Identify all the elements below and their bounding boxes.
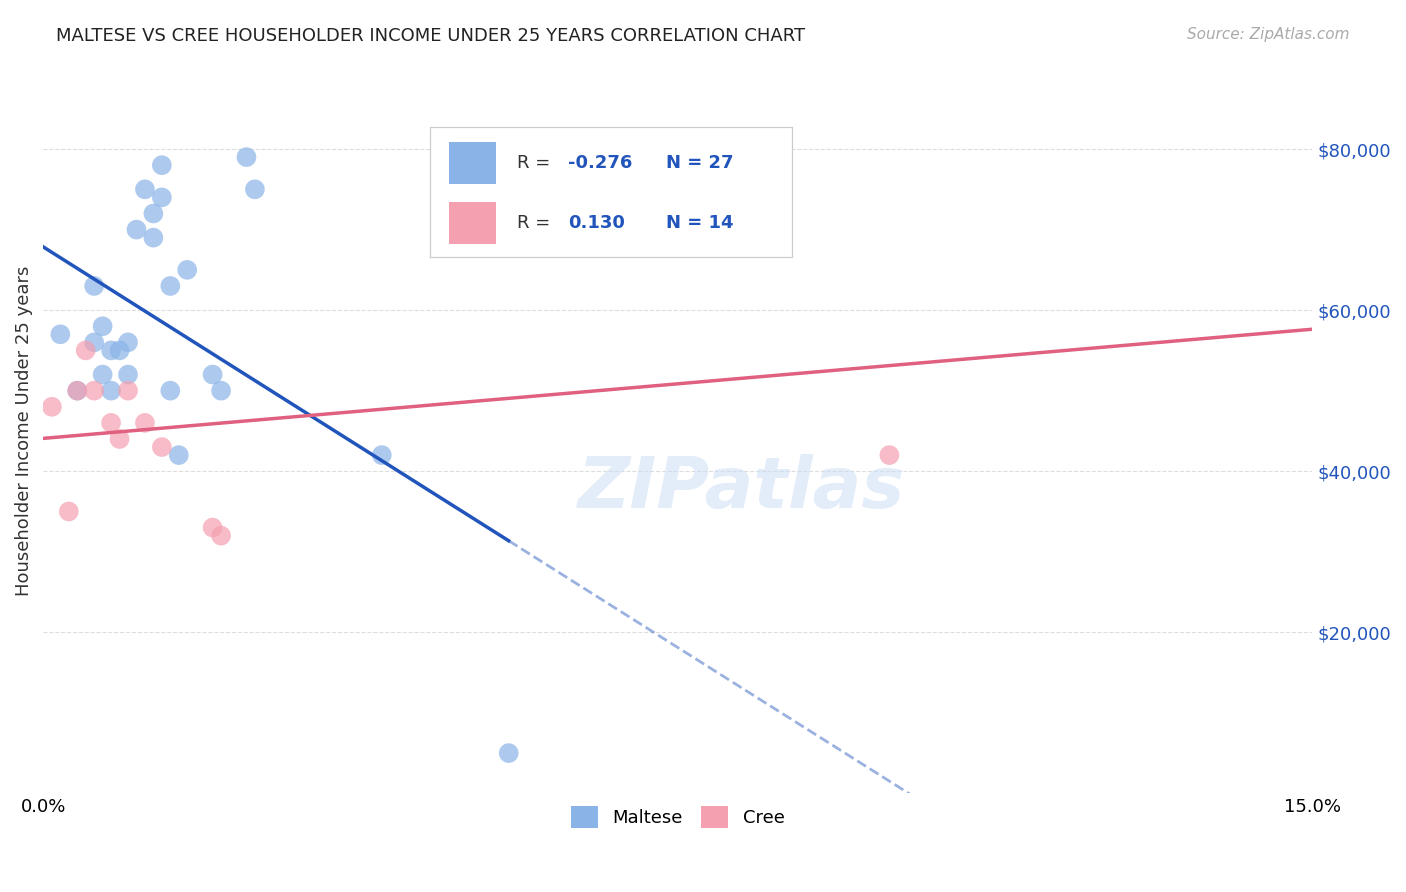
Text: MALTESE VS CREE HOUSEHOLDER INCOME UNDER 25 YEARS CORRELATION CHART: MALTESE VS CREE HOUSEHOLDER INCOME UNDER…	[56, 27, 806, 45]
Point	[159, 279, 181, 293]
Point	[91, 368, 114, 382]
Point	[66, 384, 89, 398]
Point	[108, 343, 131, 358]
Point	[100, 416, 122, 430]
Point	[58, 504, 80, 518]
Text: ZIPatlas: ZIPatlas	[578, 454, 905, 524]
Point	[117, 368, 139, 382]
Point	[235, 150, 257, 164]
Point	[201, 368, 224, 382]
Point	[201, 520, 224, 534]
Point	[176, 263, 198, 277]
Point	[117, 335, 139, 350]
Point	[134, 182, 156, 196]
Point	[49, 327, 72, 342]
Point	[498, 746, 520, 760]
Legend: Maltese, Cree: Maltese, Cree	[564, 798, 792, 835]
Point	[751, 222, 773, 236]
Point	[125, 222, 148, 236]
Point	[117, 384, 139, 398]
Point	[83, 384, 105, 398]
Point	[41, 400, 63, 414]
Point	[66, 384, 89, 398]
Point	[209, 384, 232, 398]
Point	[83, 335, 105, 350]
Point	[371, 448, 394, 462]
Point	[142, 206, 165, 220]
Point	[142, 230, 165, 244]
Text: Source: ZipAtlas.com: Source: ZipAtlas.com	[1187, 27, 1350, 42]
Point	[159, 384, 181, 398]
Point	[75, 343, 97, 358]
Point	[167, 448, 190, 462]
Point	[134, 416, 156, 430]
Point	[91, 319, 114, 334]
Point	[209, 528, 232, 542]
Point	[150, 190, 173, 204]
Point	[83, 279, 105, 293]
Point	[150, 158, 173, 172]
Point	[100, 384, 122, 398]
Point	[108, 432, 131, 446]
Point	[879, 448, 901, 462]
Point	[243, 182, 266, 196]
Point	[100, 343, 122, 358]
Point	[150, 440, 173, 454]
Y-axis label: Householder Income Under 25 years: Householder Income Under 25 years	[15, 266, 32, 596]
